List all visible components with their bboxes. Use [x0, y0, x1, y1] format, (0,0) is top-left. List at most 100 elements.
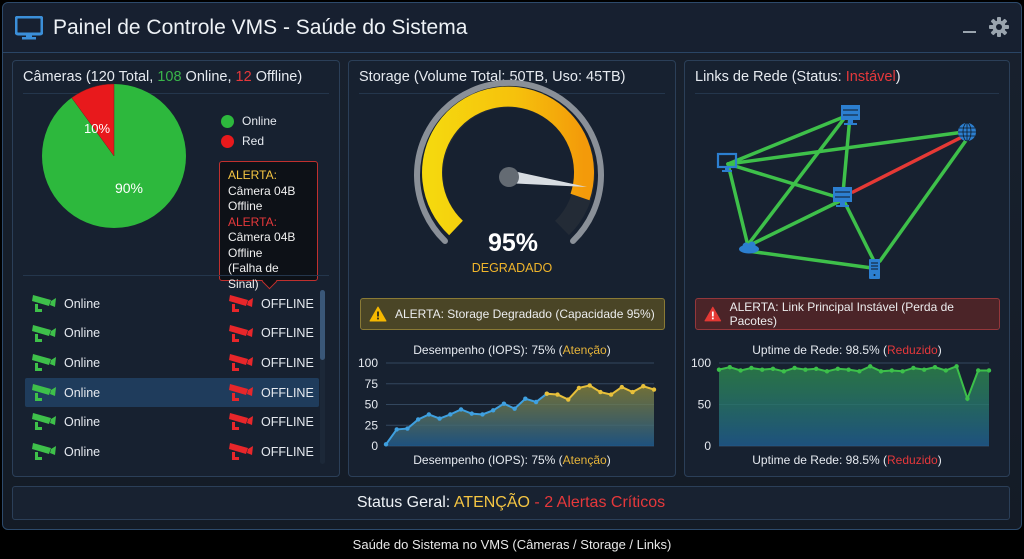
gauge-value-arc: [422, 86, 594, 236]
pie-label-online: 90%: [115, 180, 143, 196]
camera-list-row[interactable]: Online OFFLINE: [25, 289, 319, 319]
data-point: [738, 368, 743, 373]
tooltip-alert2-title: ALERTA:: [228, 214, 277, 229]
pie-legend: Online Red: [221, 111, 277, 151]
gauge-needle: [505, 171, 587, 187]
network-header-close: ): [895, 69, 901, 85]
online-status-label: Online: [64, 444, 101, 459]
camera-offline-icon: [229, 383, 253, 401]
pie-label-offline: 10%: [84, 121, 110, 136]
offline-status-label: OFFLINE: [261, 296, 314, 311]
data-point: [383, 442, 389, 447]
cameras-panel-header: Câmeras (120 Total, 108 Online, 12 Offli…: [23, 69, 329, 94]
uptime-title-status: Reduzido: [887, 343, 938, 357]
uptime-chart-title-top: Uptime de Rede: 98.5% (Reduzido): [685, 343, 1009, 357]
data-point: [491, 408, 496, 413]
legend-item-red: Red: [221, 131, 277, 151]
network-header-label: Links de Rede: [695, 69, 788, 85]
iops-chart-title-top: Desempenho (IOPS): 75% (Atenção): [349, 343, 675, 357]
server-rack-icon[interactable]: [841, 105, 860, 125]
data-point: [814, 366, 819, 372]
online-label: Online,: [181, 69, 236, 85]
storage-alert-text: ALERTA: Storage Degradado (Capacidade 95…: [395, 307, 655, 321]
series-line: [385, 392, 548, 445]
status-label: Status Geral:: [356, 494, 454, 511]
data-point: [986, 368, 992, 373]
offline-status-label: OFFLINE: [261, 355, 314, 370]
y-tick-label: 25: [365, 418, 379, 432]
iops-title-status: Atenção: [562, 343, 607, 357]
link-line: [843, 201, 876, 263]
data-point: [857, 369, 862, 374]
gear-icon[interactable]: [989, 17, 1009, 42]
uptime-bottom-label: Uptime de Rede: 98.5% (: [752, 453, 888, 467]
data-point: [900, 369, 905, 374]
globe-icon[interactable]: [958, 122, 976, 142]
server-tower-icon[interactable]: [869, 259, 880, 279]
data-point: [458, 407, 464, 412]
data-point: [770, 366, 776, 372]
data-point: [587, 383, 592, 388]
camera-list-scrollbar[interactable]: [320, 290, 325, 464]
data-point: [566, 397, 571, 402]
gauge-value: 95%: [487, 229, 539, 257]
data-point: [803, 367, 808, 372]
camera-online-icon: [32, 295, 56, 312]
camera-list-row[interactable]: Online OFFLINE: [25, 407, 319, 437]
link-line: [726, 114, 848, 166]
storage-header-label: Storage: [359, 69, 410, 85]
camera-list-row[interactable]: Online OFFLINE: [25, 348, 319, 378]
legend-dot-red: [221, 134, 234, 148]
monitor-icon[interactable]: [716, 152, 738, 172]
data-point: [598, 389, 603, 395]
tooltip-alert1-line2: Offline: [228, 199, 263, 213]
link-line: [726, 162, 750, 248]
scrollbar-thumb[interactable]: [320, 290, 325, 360]
y-tick-label: 100: [358, 356, 378, 370]
data-point: [889, 368, 894, 373]
network-panel-header: Links de Rede (Status: Instável): [695, 69, 999, 94]
data-point: [523, 396, 528, 401]
data-point: [426, 412, 432, 417]
uptime-chart-title-bottom: Uptime de Rede: 98.5% (Reduzido): [685, 453, 1009, 467]
network-alert-text: ALERTA: Link Principal Instável (Perda d…: [729, 300, 954, 328]
camera-list-row[interactable]: Online OFFLINE: [25, 319, 319, 349]
data-point: [954, 364, 959, 369]
iops-bottom-label: Desempenho (IOPS): 75% (: [413, 453, 563, 467]
network-header-status: Instável: [845, 69, 896, 85]
camera-list-row[interactable]: Online OFFLINE: [25, 437, 319, 467]
uptime-area-chart: 0 50 100: [691, 356, 992, 453]
data-point: [608, 392, 614, 397]
link-line: [841, 114, 852, 195]
data-point: [469, 411, 474, 416]
data-point: [619, 384, 625, 390]
cloud-icon[interactable]: [739, 241, 759, 254]
storage-header-detail: (Volume Total: 50TB, Uso: 45TB): [409, 69, 626, 85]
data-point: [932, 364, 938, 370]
camera-list: Online OFFLINE Online OFFLINE Online OFF…: [25, 289, 319, 467]
data-point: [868, 364, 873, 369]
data-point: [727, 364, 732, 370]
storage-panel: Storage (Volume Total: 50TB, Uso: 45TB) …: [348, 60, 676, 477]
camera-online-icon: [32, 354, 56, 372]
area-fill: [386, 385, 654, 446]
camera-offline-icon: [229, 413, 253, 431]
y-tick-label: 50: [365, 398, 379, 412]
data-point: [405, 426, 410, 431]
offline-status-label: OFFLINE: [261, 385, 314, 400]
camera-online-icon: [32, 383, 56, 401]
minimize-button[interactable]: [961, 13, 977, 35]
offline-count: 12: [235, 69, 252, 85]
data-point: [512, 406, 517, 411]
data-point: [437, 416, 442, 421]
legend-dot-online: [221, 114, 234, 128]
server-rack-icon[interactable]: [833, 187, 852, 207]
data-point: [544, 391, 549, 396]
data-point: [576, 385, 582, 391]
data-point: [911, 365, 916, 371]
warning-icon: [369, 306, 387, 322]
uptime-bottom-status: Reduzido: [887, 453, 938, 467]
y-tick-label: 0: [371, 439, 378, 453]
camera-online-icon: [32, 442, 56, 460]
camera-list-row[interactable]: Online OFFLINE: [25, 377, 319, 408]
